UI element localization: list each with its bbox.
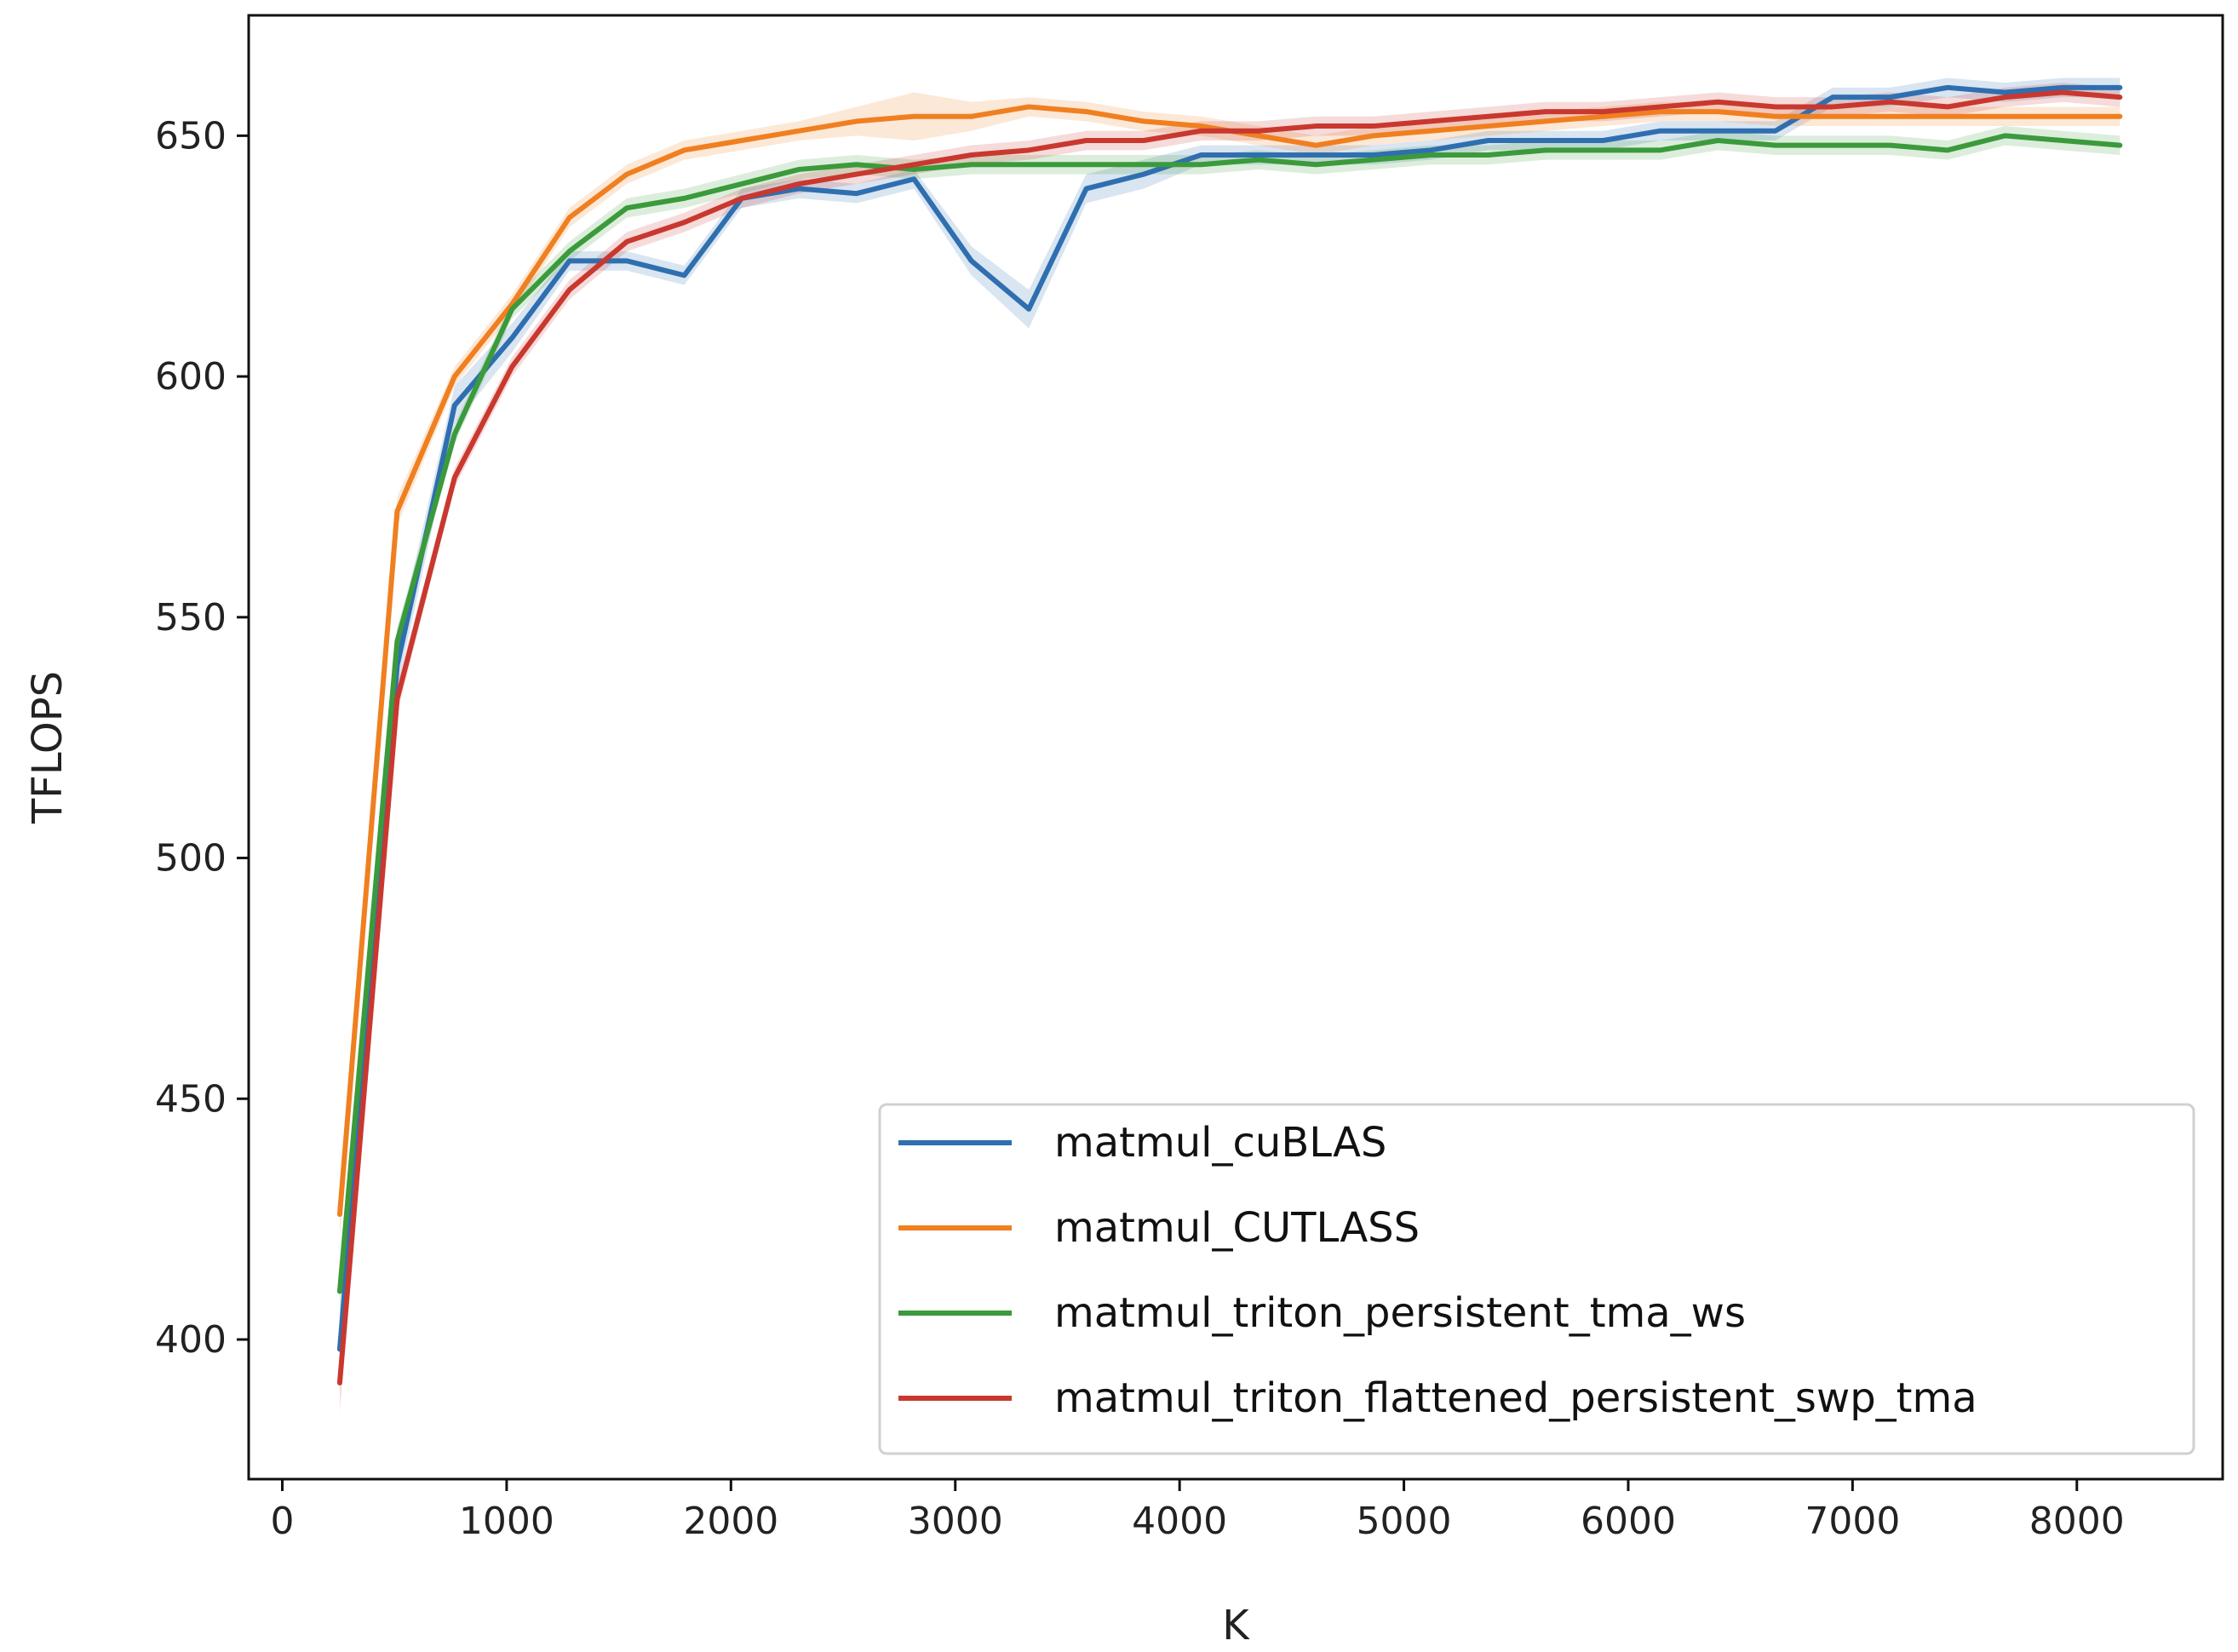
x-tick-label: 1000: [459, 1500, 554, 1543]
legend-box: [878, 1103, 2195, 1455]
y-tick-label: 450: [155, 1077, 227, 1121]
y-tick-label: 550: [155, 596, 227, 640]
x-tick-label: 2000: [683, 1500, 778, 1543]
y-tick-label: 500: [155, 837, 227, 880]
x-tick-label: 5000: [1357, 1500, 1452, 1543]
x-tick-label: 7000: [1805, 1500, 1900, 1543]
x-axis: 0 1000 2000 3000 4000 5000 6000 7000 8000: [271, 1479, 2125, 1543]
y-axis-title: TFLOPS: [24, 671, 72, 824]
legend-entry-0: matmul_cuBLAS: [1054, 1119, 1386, 1167]
series-lines: [336, 84, 2123, 1385]
series-line-3: [336, 89, 2123, 1385]
x-tick-label: 4000: [1132, 1500, 1227, 1543]
series-line-0: [336, 84, 2123, 1352]
x-tick-label: 0: [271, 1500, 295, 1543]
series-line-2: [336, 133, 2123, 1294]
y-axis: 400 450 500 550 600 650: [155, 114, 249, 1362]
x-tick-label: 3000: [908, 1500, 1003, 1543]
x-tick-label: 6000: [1581, 1500, 1676, 1543]
x-axis-title: K: [1222, 1602, 1250, 1649]
y-tick-label: 650: [155, 114, 227, 158]
y-tick-label: 400: [155, 1318, 227, 1362]
legend-entry-2: matmul_triton_persistent_tma_ws: [1054, 1289, 1746, 1337]
legend-entry-3: matmul_triton_flattened_persistent_swp_t…: [1054, 1374, 1977, 1422]
legend: matmul_cuBLAS matmul_CUTLASS matmul_triton…: [878, 1103, 2195, 1455]
x-tick-label: 8000: [2029, 1500, 2125, 1543]
plot-frame: [247, 14, 2224, 1481]
legend-entry-1: matmul_CUTLASS: [1054, 1204, 1420, 1252]
y-tick-label: 600: [155, 355, 227, 399]
